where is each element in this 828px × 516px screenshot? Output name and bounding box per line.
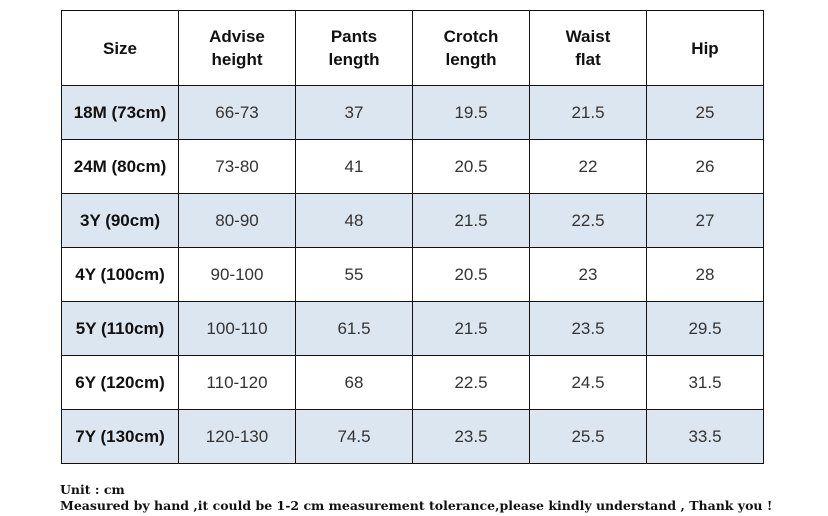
- table-row: 18M (73cm) 66-73 37 19.5 21.5 25: [61, 85, 764, 140]
- pants-length-cell: 37: [295, 85, 413, 140]
- size-cell: 18M (73cm): [61, 85, 179, 140]
- tolerance-note: Measured by hand ,it could be 1-2 cm mea…: [60, 498, 773, 513]
- size-cell: 3Y (90cm): [61, 193, 179, 248]
- pants-length-cell: 41: [295, 139, 413, 194]
- hip-cell: 33.5: [646, 409, 764, 464]
- advise-height-cell: 73-80: [178, 139, 296, 194]
- advise-height-cell: 66-73: [178, 85, 296, 140]
- waist-flat-cell: 22: [529, 139, 647, 194]
- pants-length-cell: 74.5: [295, 409, 413, 464]
- waist-flat-cell: 21.5: [529, 85, 647, 140]
- advise-height-cell: 110-120: [178, 355, 296, 410]
- waist-flat-cell: 23.5: [529, 301, 647, 356]
- size-cell: 7Y (130cm): [61, 409, 179, 464]
- table-row: 4Y (100cm) 90-100 55 20.5 23 28: [61, 247, 764, 302]
- advise-height-cell: 100-110: [178, 301, 296, 356]
- size-chart-table: Size Advise height Pants length Crotch leng…: [61, 10, 764, 464]
- hip-cell: 31.5: [646, 355, 764, 410]
- table-row: 3Y (90cm) 80-90 48 21.5 22.5 27: [61, 193, 764, 248]
- crotch-length-cell: 21.5: [412, 193, 530, 248]
- hip-cell: 27: [646, 193, 764, 248]
- advise-height-cell: 90-100: [178, 247, 296, 302]
- crotch-length-cell: 19.5: [412, 85, 530, 140]
- hip-cell: 25: [646, 85, 764, 140]
- advise-height-cell: 80-90: [178, 193, 296, 248]
- waist-flat-cell: 25.5: [529, 409, 647, 464]
- size-cell: 6Y (120cm): [61, 355, 179, 410]
- pants-length-cell: 61.5: [295, 301, 413, 356]
- waist-flat-cell: 24.5: [529, 355, 647, 410]
- size-cell: 5Y (110cm): [61, 301, 179, 356]
- table-row: 5Y (110cm) 100-110 61.5 21.5 23.5 29.5: [61, 301, 764, 356]
- header-crotch-length: Crotch length: [412, 10, 530, 86]
- header-waist-flat: Waist flat: [529, 10, 647, 86]
- table-row: 24M (80cm) 73-80 41 20.5 22 26: [61, 139, 764, 194]
- hip-cell: 29.5: [646, 301, 764, 356]
- crotch-length-cell: 22.5: [412, 355, 530, 410]
- crotch-length-cell: 20.5: [412, 139, 530, 194]
- waist-flat-cell: 23: [529, 247, 647, 302]
- hip-cell: 28: [646, 247, 764, 302]
- header-pants-length: Pants length: [295, 10, 413, 86]
- table-row: 7Y (130cm) 120-130 74.5 23.5 25.5 33.5: [61, 409, 764, 464]
- pants-length-cell: 68: [295, 355, 413, 410]
- crotch-length-cell: 21.5: [412, 301, 530, 356]
- size-cell: 4Y (100cm): [61, 247, 179, 302]
- advise-height-cell: 120-130: [178, 409, 296, 464]
- hip-cell: 26: [646, 139, 764, 194]
- header-row: Size Advise height Pants length Crotch leng…: [61, 10, 764, 86]
- header-advise-height: Advise height: [178, 10, 296, 86]
- crotch-length-cell: 23.5: [412, 409, 530, 464]
- waist-flat-cell: 22.5: [529, 193, 647, 248]
- size-cell: 24M (80cm): [61, 139, 179, 194]
- unit-note: Unit : cm: [60, 482, 125, 497]
- header-size: Size: [61, 10, 179, 86]
- crotch-length-cell: 20.5: [412, 247, 530, 302]
- pants-length-cell: 48: [295, 193, 413, 248]
- pants-length-cell: 55: [295, 247, 413, 302]
- header-hip: Hip: [646, 10, 764, 86]
- table-row: 6Y (120cm) 110-120 68 22.5 24.5 31.5: [61, 355, 764, 410]
